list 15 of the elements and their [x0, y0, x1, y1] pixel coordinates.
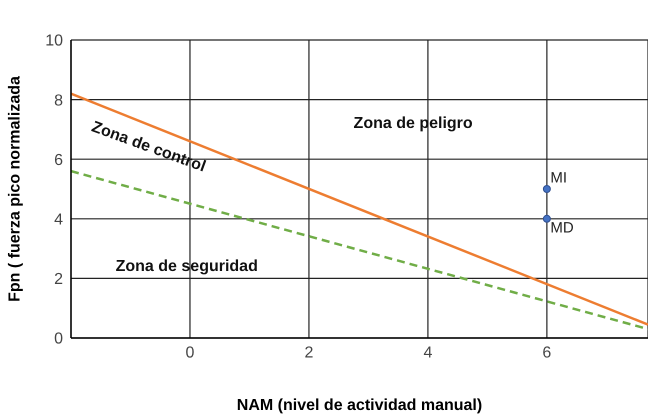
y-tick-label: 10	[45, 32, 64, 50]
series-label: MI	[550, 169, 568, 186]
y-tick-label: 2	[54, 271, 64, 288]
x-tick-label: 4	[423, 344, 432, 362]
x-tick-label: 2	[304, 344, 314, 362]
y-tick-label: 6	[54, 152, 64, 169]
y-tick-label: 4	[54, 211, 64, 228]
y-tick-label: 0	[54, 330, 64, 348]
annotation: Zona de control	[88, 118, 208, 176]
x-tick-label: 0	[186, 344, 195, 362]
x-tick-label: 6	[542, 344, 552, 362]
series-label: MD	[550, 219, 574, 236]
y-axis-title: Fpn ( fuerza pico normalizada	[6, 76, 24, 302]
x-axis-title: NAM (nivel de actividad manual)	[236, 397, 482, 414]
y-tick-label: 8	[54, 92, 64, 110]
